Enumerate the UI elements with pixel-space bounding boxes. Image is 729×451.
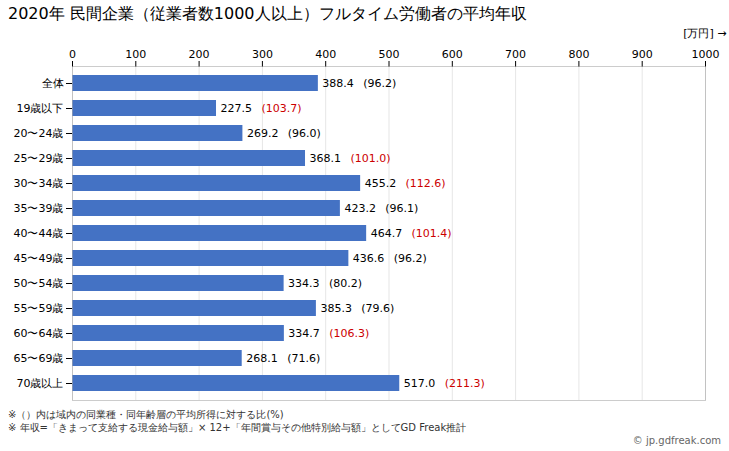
svg-text:334.7: 334.7 [288,327,320,340]
svg-text:30〜34歳: 30〜34歳 [14,177,64,190]
svg-text:464.7: 464.7 [371,227,403,240]
svg-text:65〜69歳: 65〜69歳 [14,352,64,365]
svg-text:45〜49歳: 45〜49歳 [14,252,64,265]
svg-text:268.1: 268.1 [246,352,278,365]
html-text:※ 年収=「きまって支給する現金給与額」× 12+「年間賞与: ※ 年収=「きまって支給する現金給与額」× 12+「年間賞与その他特別給与額」と… [8,422,467,433]
svg-text:35〜39歳: 35〜39歳 [14,202,64,215]
svg-text:436.6: 436.6 [353,252,385,265]
svg-text:0: 0 [69,48,76,61]
svg-text:(71.6)71.6: (71.6)71.6 [287,352,320,365]
html-text:© jp.gdfreak.com: © jp.gdfreak.com [632,435,721,446]
svg-text:400: 400 [315,48,336,61]
svg-text:25〜29歳: 25〜29歳 [14,152,64,165]
svg-text:455.2: 455.2 [365,177,397,190]
svg-text:100: 100 [125,48,146,61]
svg-text:(101.4)101.4: (101.4)101.4 [412,227,452,240]
svg-text:55〜59歳: 55〜59歳 [14,302,64,315]
svg-text:388.4: 388.4 [322,77,354,90]
svg-text:(80.2)80.2: (80.2)80.2 [329,277,362,290]
svg-text:(103.7)103.7: (103.7)103.7 [261,102,301,115]
svg-text:227.5: 227.5 [221,102,253,115]
svg-text:40〜44歳: 40〜44歳 [14,227,64,240]
svg-text:1000: 1000 [692,48,720,61]
svg-text:(96.0)96: (96.0)96 [288,127,321,140]
html-text:2020年 民間企業（従業者数1000人以上）フルタイム労働: 2020年 民間企業（従業者数1000人以上）フルタイム労働者の平均年収 [8,4,527,23]
svg-text:(79.6)79.6: (79.6)79.6 [361,302,394,315]
svg-text:20〜24歳: 20〜24歳 [14,127,64,140]
svg-text:全体: 全体 [42,77,64,90]
svg-text:500: 500 [379,48,400,61]
svg-text:800: 800 [568,48,589,61]
svg-text:(101.0)101: (101.0)101 [350,152,390,165]
svg-text:368.1: 368.1 [310,152,342,165]
svg-text:423.2: 423.2 [344,202,376,215]
svg-text:19歳以下: 19歳以下 [17,102,64,115]
svg-text:300: 300 [252,48,273,61]
svg-text:269.2: 269.2 [247,127,279,140]
svg-text:700: 700 [505,48,526,61]
svg-text:334.3: 334.3 [288,277,320,290]
svg-text:60〜64歳: 60〜64歳 [14,327,64,340]
svg-text:(96.1)96.1: (96.1)96.1 [385,202,418,215]
svg-text:200: 200 [189,48,210,61]
html-text:※（）内は域内の同業種・同年齢層の平均所得に対する比(%): ※（）内は域内の同業種・同年齢層の平均所得に対する比(%) [8,409,284,420]
svg-text:70歳以上: 70歳以上 [17,377,64,390]
svg-text:[万円] →: [万円] → [683,27,726,40]
svg-text:385.3: 385.3 [320,302,352,315]
svg-text:600: 600 [442,48,463,61]
svg-text:50〜54歳: 50〜54歳 [14,277,64,290]
svg-text:517.0: 517.0 [404,377,436,390]
svg-text:(96.2)96.2: (96.2)96.2 [394,252,427,265]
svg-text:(106.3)106.3: (106.3)106.3 [329,327,369,340]
svg-text:(96.2)96.2: (96.2)96.2 [363,77,396,90]
svg-text:(112.6)112.6: (112.6)112.6 [406,177,446,190]
svg-text:(211.3)211.3: (211.3)211.3 [445,377,485,390]
svg-text:900: 900 [632,48,653,61]
